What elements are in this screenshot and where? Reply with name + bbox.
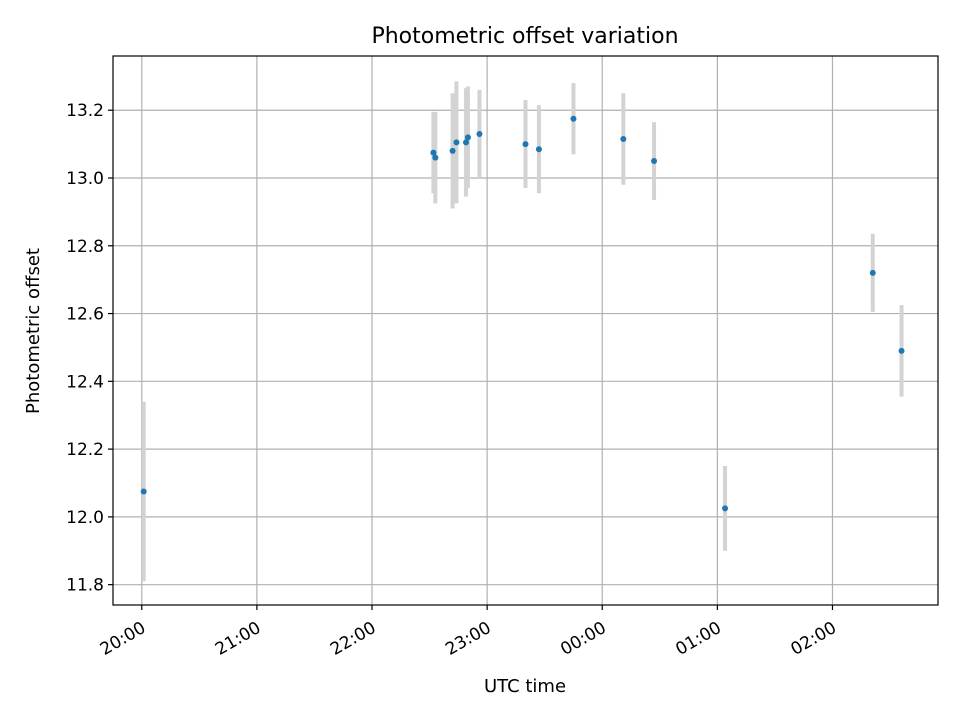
- data-points: [140, 115, 905, 512]
- y-tick-label: 12.6: [66, 305, 104, 325]
- x-axis-label: UTC time: [484, 676, 566, 697]
- data-point: [898, 347, 905, 354]
- plot-area-frame: [112, 55, 939, 606]
- data-point: [140, 488, 147, 495]
- data-point: [869, 269, 876, 276]
- chart-title: Photometric offset variation: [371, 24, 678, 49]
- y-tick-label: 13.2: [66, 101, 104, 121]
- data-point: [570, 115, 577, 122]
- y-tick-label: 12.4: [66, 372, 104, 392]
- data-point: [535, 146, 542, 153]
- data-point: [432, 154, 439, 161]
- data-point: [722, 505, 729, 512]
- data-point: [476, 130, 483, 137]
- y-axis-label: Photometric offset: [23, 248, 44, 414]
- data-point: [449, 147, 456, 154]
- data-point: [620, 136, 627, 143]
- y-tick-label: 13.0: [66, 169, 104, 189]
- data-point: [463, 139, 470, 146]
- y-tick-label: 12.0: [66, 508, 104, 528]
- data-point: [651, 158, 658, 165]
- data-point: [430, 149, 437, 156]
- data-point: [453, 139, 460, 146]
- y-tick-label: 12.8: [66, 237, 104, 257]
- data-point: [522, 141, 529, 148]
- data-point: [464, 134, 471, 141]
- y-tick-label: 11.8: [66, 576, 104, 596]
- y-tick-label: 12.2: [66, 440, 104, 460]
